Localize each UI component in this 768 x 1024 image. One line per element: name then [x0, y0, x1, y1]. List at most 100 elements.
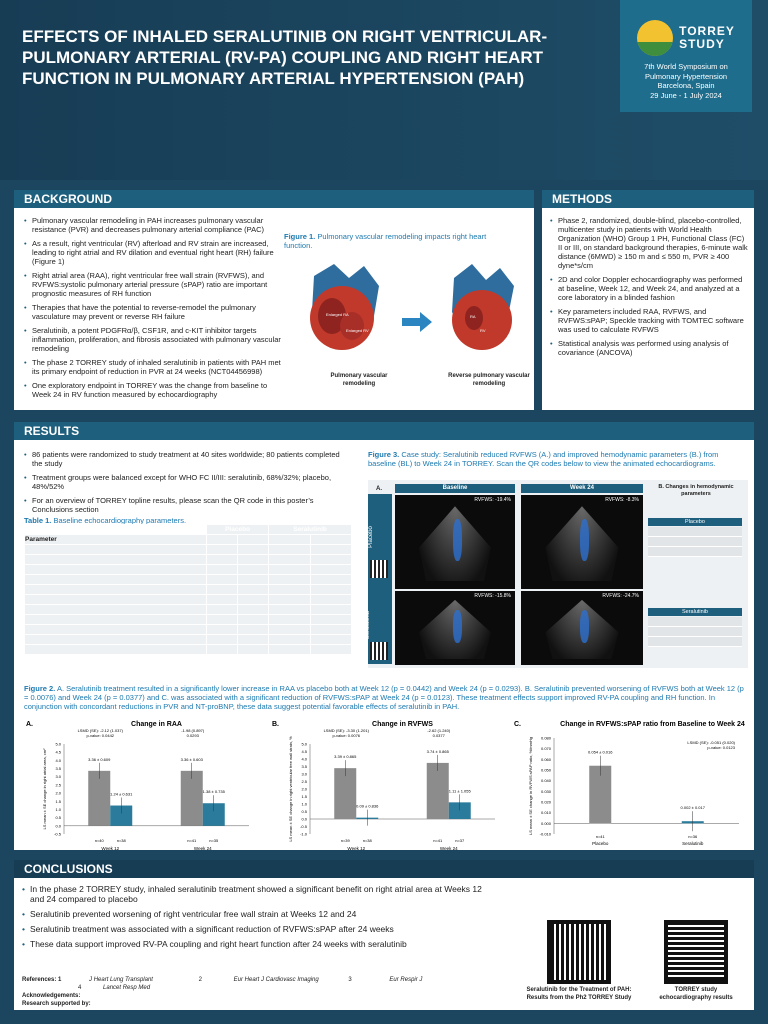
- chart-panel-label: C.: [514, 721, 521, 728]
- echo-label-3: RVFWS: -15.8%: [474, 593, 511, 599]
- lsmd-label: LSMD (SE): -0.051 (0.020): [687, 740, 735, 745]
- y-tick-label: 3.5: [55, 766, 61, 771]
- y-tick-label: 0.030: [541, 789, 552, 794]
- figure1-caption: Figure 1. Pulmonary vascular remodeling …: [284, 232, 514, 250]
- heart-left-icon: [310, 264, 379, 350]
- x-tick-label: Seralutinib: [682, 841, 704, 846]
- qr-code-echo[interactable]: [664, 920, 728, 984]
- echo-placebo-baseline: RVFWS: -19.4%: [395, 495, 515, 589]
- n-label: n=40: [95, 838, 105, 843]
- conclusions-bullet: In the phase 2 TORREY study, inhaled ser…: [22, 884, 492, 904]
- event-line4: 29 June - 1 July 2024: [650, 90, 722, 100]
- bar-placebo: [426, 762, 449, 819]
- results-bullet: Treatment groups were balanced except fo…: [24, 473, 346, 491]
- methods-section: METHODS Phase 2, randomized, double-blin…: [542, 190, 754, 410]
- pvalue-label: p-value: 0.0076: [332, 733, 360, 738]
- y-tick-label: -0.5: [54, 832, 62, 837]
- x-tick-label: Placebo: [592, 841, 609, 846]
- conclusions-bullets: In the phase 2 TORREY study, inhaled ser…: [22, 884, 492, 954]
- baseline-echo-table: Placebo Seralutinib Parameter: [24, 524, 353, 655]
- y-tick-label: 2.0: [55, 791, 61, 796]
- bar-seralutinib: [110, 805, 133, 826]
- background-bullet: Pulmonary vascular remodeling in PAH inc…: [24, 216, 286, 234]
- background-section: BACKGROUND Pulmonary vascular remodeling…: [14, 190, 534, 410]
- background-heading: BACKGROUND: [14, 190, 534, 208]
- background-bullet: The phase 2 TORREY study of inhaled sera…: [24, 358, 286, 376]
- bar-value-label: 1.11 ± 1.055: [449, 788, 472, 793]
- event-line1: 7th World Symposium on: [644, 62, 728, 71]
- y-tick-label: 1.0: [55, 807, 61, 812]
- heart-label-rv: RV: [480, 328, 486, 333]
- arrow-right-icon: [402, 312, 432, 332]
- qr-small-placebo[interactable]: [370, 560, 388, 578]
- methods-bullet: Phase 2, randomized, double-blind, place…: [550, 216, 748, 270]
- y-tick-label: 4.0: [55, 758, 61, 763]
- lsmd-label: LSMD (SE): -3.30 (1.201): [324, 728, 370, 733]
- y-tick-label: 3.0: [55, 774, 61, 779]
- y-tick-label: 0.5: [55, 815, 61, 820]
- heart-illustration: Enlarged RA Enlarged RV RA RV: [310, 264, 514, 350]
- heart-label-enlarged-rv: Enlarged RV: [346, 328, 369, 333]
- x-tick-label: Week 24: [440, 846, 458, 850]
- logo-line2: STUDY: [679, 37, 725, 51]
- ref1b: Lancet Resp Med: [103, 985, 151, 991]
- ref3: Eur Respir J: [389, 977, 423, 983]
- results-heading: RESULTS: [14, 422, 754, 440]
- poster-header: EFFECTS OF INHALED SERALUTINIB ON RIGHT …: [0, 0, 768, 180]
- pvalue-label: 0.0293: [187, 733, 200, 738]
- conclusions-bullet: Seralutinib treatment was associated wit…: [22, 924, 492, 934]
- chart-panel-label: A.: [26, 721, 33, 728]
- y-tick-label: -0.5: [300, 824, 308, 829]
- echo-seralutinib-baseline: RVFWS: -15.8%: [395, 591, 515, 665]
- lsmd-label: LSMD (SE): -2.12 (1.037): [78, 728, 124, 733]
- bar-value-label: 0.054 ± 0.016: [588, 750, 613, 755]
- hemo-placebo-header: Placebo: [648, 518, 742, 526]
- methods-bullets: Phase 2, randomized, double-blind, place…: [550, 216, 748, 362]
- n-label: n=37: [455, 838, 465, 843]
- y-tick-label: 1.0: [301, 802, 307, 807]
- chart-change-in-rvfws-spap: C. Change in RVFWS:sPAP ratio from Baseli…: [514, 721, 745, 846]
- y-tick-label: 3.5: [301, 764, 307, 769]
- chart-change-in-raa: A. Change in RAA 5.0 4.5 4.0 3.5 3.0 2.5 2.0 1.5 1…: [26, 721, 249, 850]
- y-tick-label: 5.0: [55, 742, 61, 747]
- qr-small-seralutinib[interactable]: [370, 642, 388, 660]
- y-tick-label: 4.5: [55, 750, 61, 755]
- y-tick-label: 2.0: [301, 787, 307, 792]
- bar-value-label: 1.38 ± 0.735: [203, 789, 226, 794]
- hemo-seralutinib-header: Seralutinib: [648, 608, 742, 616]
- y-tick-label: 4.5: [301, 749, 307, 754]
- conclusions-bullet: These data support improved RV-PA coupli…: [22, 939, 492, 949]
- chart-title: Change in RVFWS:sPAP ratio from Baseline…: [560, 721, 745, 728]
- background-bullet: One exploratory endpoint in TORREY was t…: [24, 381, 286, 399]
- results-bullet: 86 patients were randomized to study tre…: [24, 450, 346, 468]
- heart-right-icon: [452, 264, 514, 350]
- results-section: RESULTS 86 patients were randomized to s…: [14, 422, 754, 850]
- table1-label: Table 1.: [24, 516, 52, 525]
- bar-value-label: 3.36 ± 0.609: [88, 757, 111, 762]
- background-bullet: As a result, right ventricular (RV) afte…: [24, 239, 286, 266]
- y-tick-label: 0.080: [541, 736, 552, 741]
- y-tick-label: 0.010: [541, 810, 552, 815]
- methods-bullet: 2D and color Doppler echocardiography wa…: [550, 275, 748, 302]
- fig1-label: Figure 1.: [284, 232, 316, 241]
- torrey-logo-panel: TORREY STUDY 7th World Symposium on Pulmo…: [620, 0, 752, 112]
- x-tick-label: Week 12: [101, 846, 119, 850]
- conclusions-heading: CONCLUSIONS: [14, 860, 754, 878]
- background-bullet: Therapies that have the potential to rev…: [24, 303, 286, 321]
- fig3-baseline-header: Baseline: [395, 484, 515, 493]
- echo-seralutinib-week24: RVFWS: -24.7%: [521, 591, 643, 665]
- echo-label-2: RVFWS: -8.3%: [605, 497, 639, 503]
- pvalue-label: p-value: 0.0442: [86, 733, 114, 738]
- y-tick-label: 4.0: [301, 757, 307, 762]
- echo-label-1: RVFWS: -19.4%: [474, 497, 511, 503]
- n-label: n=36: [688, 834, 698, 839]
- y-tick-label: 0.040: [541, 778, 552, 783]
- footer-refs: References: 1 J Heart Lung Transplant 2 …: [22, 976, 492, 1008]
- bar-value-label: 0.09 ± 0.836: [356, 804, 379, 809]
- n-label: n=41: [596, 834, 606, 839]
- table-header-seralutinib: Seralutinib: [268, 524, 352, 535]
- conclusions-bullet: Seralutinib prevented worsening of right…: [22, 909, 492, 919]
- qr-code-results[interactable]: [547, 920, 611, 984]
- qr2-caption: TORREY study echocardiography results: [659, 987, 733, 1001]
- fig2-label: Figure 2.: [24, 684, 56, 693]
